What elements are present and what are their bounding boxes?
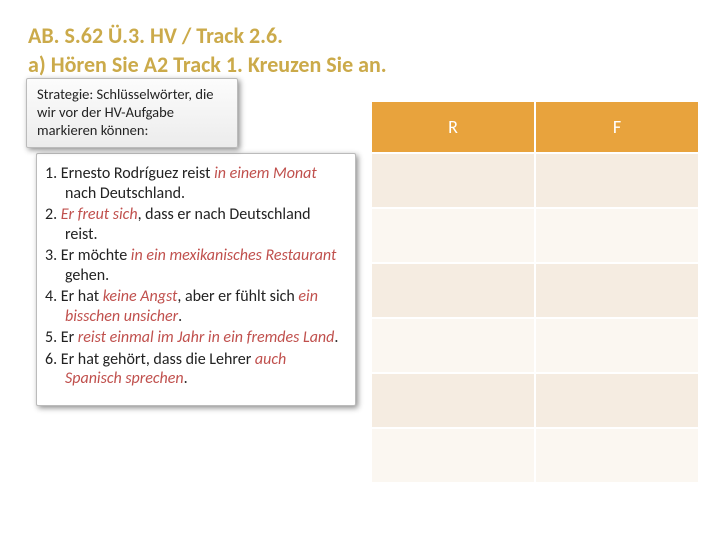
stmt-txt: , aber er fühlt sich	[177, 287, 298, 306]
col-header-r: R	[371, 101, 535, 153]
cell-f[interactable]	[535, 373, 699, 428]
keyword: keine Angst	[103, 287, 178, 306]
cell-r[interactable]	[371, 428, 535, 483]
cell-f[interactable]	[535, 428, 699, 483]
cell-f[interactable]	[535, 153, 699, 208]
cell-r[interactable]	[371, 208, 535, 263]
cell-r[interactable]	[371, 153, 535, 208]
stmt-txt: .	[178, 307, 182, 326]
stmt-txt: gehen.	[65, 266, 109, 285]
stmt-txt: .	[184, 369, 188, 388]
statement-3: 3. Er möchte in ein mexikanisches Restau…	[45, 246, 345, 285]
stmt-txt: Ernesto Rodríguez reist	[57, 164, 214, 183]
table-header-row: R F	[371, 101, 699, 153]
stmt-num: 5.	[45, 328, 57, 347]
stmt-num: 4.	[45, 287, 57, 306]
stmt-txt: Er hat gehört, dass die Lehrer	[57, 350, 255, 369]
cell-r[interactable]	[371, 318, 535, 373]
keyword: Er freut sich	[61, 205, 138, 224]
stmt-num: 1.	[45, 164, 57, 183]
cell-f[interactable]	[535, 318, 699, 373]
stmt-txt: Er möchte	[57, 246, 131, 265]
cell-f[interactable]	[535, 208, 699, 263]
strategy-hint-text: Strategie: Schlüsselwörter, die wir vor …	[37, 85, 214, 139]
title-line-2b: Kreuzen Sie an.	[243, 51, 387, 78]
stmt-num: 2.	[45, 205, 57, 224]
stmt-txt: .	[334, 328, 338, 347]
statement-1: 1. Ernesto Rodríguez reist in einem Mona…	[45, 164, 345, 203]
table-row	[371, 208, 699, 263]
title-line-2a: a) Hören Sie A2 Track 1.	[28, 51, 243, 78]
title-line-1: AB. S.62 Ü.3. HV / Track 2.6.	[28, 22, 692, 51]
keyword: reist einmal im Jahr in ein fremdes Land	[78, 328, 335, 347]
statement-4: 4. Er hat keine Angst, aber er fühlt sic…	[45, 287, 345, 326]
table-row	[371, 428, 699, 483]
table-row	[371, 318, 699, 373]
statement-5: 5. Er reist einmal im Jahr in ein fremde…	[45, 328, 345, 348]
cell-r[interactable]	[371, 373, 535, 428]
strategy-hint-box: Strategie: Schlüsselwörter, die wir vor …	[26, 78, 238, 148]
stmt-num: 6.	[45, 350, 57, 369]
col-header-f: F	[535, 101, 699, 153]
keyword: in einem Monat	[214, 164, 317, 183]
stmt-num: 3.	[45, 246, 57, 265]
cell-f[interactable]	[535, 263, 699, 318]
rf-table: R F	[370, 100, 700, 484]
table-row	[371, 263, 699, 318]
statement-6: 6. Er hat gehört, dass die Lehrer auch S…	[45, 350, 345, 389]
title-block: AB. S.62 Ü.3. HV / Track 2.6. a) Hören S…	[0, 0, 720, 87]
stmt-txt: nach Deutschland.	[65, 184, 185, 203]
statement-2: 2. Er freut sich, dass er nach Deutschla…	[45, 205, 345, 244]
table-row	[371, 153, 699, 208]
keyword: in ein mexikanisches Restaurant	[131, 246, 337, 265]
stmt-txt: Er	[57, 328, 78, 347]
title-line-2: a) Hören Sie A2 Track 1. Kreuzen Sie an.	[28, 51, 692, 80]
statements-box: 1. Ernesto Rodríguez reist in einem Mona…	[36, 153, 356, 406]
cell-r[interactable]	[371, 263, 535, 318]
stmt-txt: Er hat	[57, 287, 103, 306]
table-row	[371, 373, 699, 428]
